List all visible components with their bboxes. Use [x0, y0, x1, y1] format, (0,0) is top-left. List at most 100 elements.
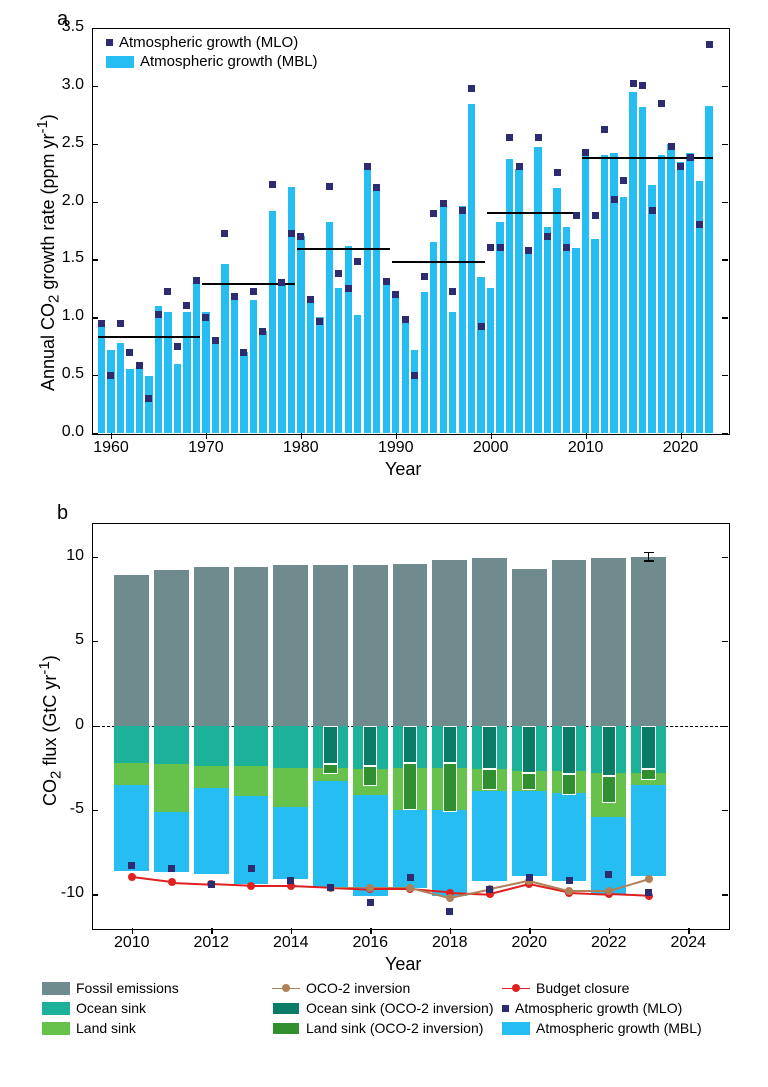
legend-item: Fossil emissions — [42, 980, 272, 996]
legend-label: Atmospheric growth (MBL) — [140, 53, 318, 70]
chart-a-ytick-mark — [722, 28, 728, 29]
chart-b-ylabel: CO2 flux (GtC yr-1) — [36, 655, 65, 806]
chart-a-mlo-marker — [630, 80, 637, 87]
chart-a-bar — [326, 222, 333, 433]
chart-b-land-bar — [234, 766, 269, 796]
chart-a-mlo-marker — [601, 126, 608, 133]
chart-a-mlo-marker — [335, 270, 342, 277]
chart-b-atm-bar — [432, 810, 467, 896]
chart-b-atm-bar — [512, 791, 547, 875]
chart-b-ytick-mark — [722, 810, 728, 811]
chart-a-bar — [506, 159, 513, 433]
chart-a-mlo-marker — [345, 285, 352, 292]
chart-b-land-oco2-bar — [363, 766, 377, 786]
chart-b-ocean-bar — [273, 726, 308, 768]
chart-b-land-bar — [194, 766, 229, 788]
chart-b-atm-bar — [353, 795, 388, 896]
chart-b-ocean-bar — [114, 726, 149, 763]
chart-a-mlo-marker — [687, 154, 694, 161]
chart-a-bar — [629, 92, 636, 433]
chart-b-ytick-mark — [722, 641, 728, 642]
chart-a-bar — [496, 222, 503, 433]
chart-b-land-oco2-bar — [641, 769, 655, 779]
chart-a-mlo-marker — [278, 279, 285, 286]
chart-b-mlo-marker — [526, 874, 533, 881]
legend-label: OCO-2 inversion — [306, 980, 410, 996]
chart-a-mlo-marker — [459, 207, 466, 214]
chart-b-atm-bar — [631, 785, 666, 876]
chart-a-bar — [487, 288, 494, 433]
chart-a-mlo-marker — [620, 177, 627, 184]
chart-a-bar — [278, 283, 285, 433]
chart-b-oco2-line-segment — [370, 887, 410, 889]
chart-b-fossil-bar — [631, 557, 666, 726]
chart-a-mlo-marker — [136, 362, 143, 369]
legend-item: OCO-2 inversion — [272, 980, 502, 996]
chart-a-mlo-marker — [706, 41, 713, 48]
legend-item: Land sink — [42, 1020, 272, 1036]
chart-b-atm-bar — [194, 788, 229, 874]
chart-b-land-bar — [273, 768, 308, 807]
legend-label: Fossil emissions — [76, 980, 179, 996]
chart-a-bar — [648, 185, 655, 433]
chart-b-mlo-marker — [327, 884, 334, 891]
chart-a-bar — [288, 187, 295, 433]
chart-a-mlo-marker — [430, 210, 437, 217]
chart-b-atm-bar — [313, 781, 348, 887]
chart-b-oco2-line-segment — [331, 887, 371, 889]
chart-a-ytick-mark — [92, 317, 98, 318]
chart-b-xtick-label: 2016 — [350, 934, 390, 952]
chart-a-xtick-label: 2000 — [471, 439, 511, 457]
chart-b-mlo-marker — [407, 874, 414, 881]
chart-a-ytick-label: 1.5 — [62, 249, 84, 267]
chart-a-mlo-marker — [497, 244, 504, 251]
chart-a-mlo-marker — [354, 258, 361, 265]
chart-a-mlo-marker — [478, 323, 485, 330]
chart-b-xtick-label: 2020 — [509, 934, 549, 952]
chart-a-bar — [705, 106, 712, 433]
chart-a-bar — [373, 188, 380, 433]
chart-a-mlo-marker — [326, 183, 333, 190]
chart-a-mlo-marker — [668, 143, 675, 150]
chart-b-land-bar — [114, 763, 149, 785]
chart-b-mlo-marker — [128, 862, 135, 869]
chart-a-bar — [677, 162, 684, 433]
chart-b-oco2-line-marker — [446, 894, 454, 902]
chart-a-bar — [534, 147, 541, 433]
chart-b-ocean-bar — [194, 726, 229, 767]
chart-b-atm-bar — [114, 785, 149, 871]
page-root: a Annual CO2 growth rate (ppm yr-1) Year… — [0, 0, 768, 1087]
chart-a-bar — [345, 246, 352, 433]
chart-b-xtick-label: 2014 — [271, 934, 311, 952]
chart-a-bar — [269, 211, 276, 433]
chart-a-mlo-marker — [212, 337, 219, 344]
chart-a-bar — [411, 350, 418, 433]
chart-b-xtick-label: 2010 — [112, 934, 152, 952]
chart-b-atm-bar — [154, 812, 189, 873]
chart-b-oco2-line-segment — [569, 890, 609, 892]
chart-a-bar — [696, 181, 703, 433]
chart-a-mlo-marker — [183, 302, 190, 309]
chart-b-ytick-mark — [92, 557, 98, 558]
chart-b-mlo-marker — [248, 865, 255, 872]
chart-a-bar — [544, 227, 551, 433]
chart-b-atm-bar — [591, 817, 626, 895]
chart-a-bar — [221, 264, 228, 433]
chart-b-fossil-bar — [273, 565, 308, 725]
chart-a-ytick-label: 0.0 — [62, 423, 84, 441]
chart-b-budget-line-marker — [247, 882, 255, 890]
chart-a-mlo-marker — [696, 221, 703, 228]
chart-a-bar — [572, 248, 579, 433]
box-icon — [42, 982, 70, 995]
chart-b-atm-bar — [273, 807, 308, 880]
chart-a-bar — [126, 369, 133, 433]
chart-a-bar — [383, 281, 390, 433]
chart-a-bar — [316, 317, 323, 433]
chart-a-bar — [563, 227, 570, 433]
chart-b-land-oco2-bar — [562, 774, 576, 794]
chart-a-xlabel: Year — [385, 459, 421, 480]
chart-a-xtick-label: 1960 — [91, 439, 131, 457]
chart-a-bar — [658, 155, 665, 433]
chart-a-ytick-mark — [92, 433, 98, 434]
chart-a-mlo-marker — [145, 395, 152, 402]
